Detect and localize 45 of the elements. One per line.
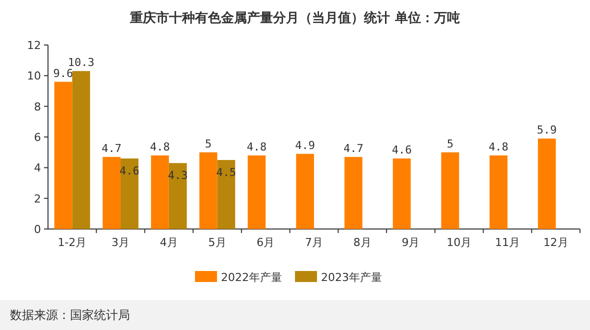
data-label: 4.9: [295, 138, 315, 152]
x-tick-label: 9月: [402, 236, 420, 249]
x-tick-label: 5月: [208, 236, 226, 249]
bar: [392, 158, 411, 229]
bar: [441, 152, 460, 229]
source-note: 数据来源：国家统计局: [10, 308, 130, 322]
y-tick-label: 12: [27, 39, 41, 52]
bar: [151, 155, 169, 229]
x-tick-label: 1-2月: [58, 236, 87, 249]
x-tick-label: 3月: [112, 236, 130, 249]
x-tick-label: 4月: [160, 236, 178, 249]
data-label: 4.8: [246, 140, 267, 154]
x-tick-label: 11月: [494, 236, 520, 249]
chart-title: 重庆市十种有色金属产量分月（当月值）统计 单位：万吨: [129, 10, 460, 26]
data-label: 5.9: [536, 124, 557, 137]
bar: [72, 71, 90, 229]
y-tick-label: 4: [34, 162, 41, 175]
y-tick-label: 2: [34, 192, 41, 206]
legend-label: 2023年产量: [321, 271, 382, 284]
bar: [344, 156, 362, 229]
x-tick-label: 8月: [353, 236, 372, 249]
bar: [248, 155, 266, 229]
bar: [538, 138, 556, 229]
data-label: 4.8: [150, 140, 170, 154]
legend-label: 2022年产量: [221, 271, 282, 284]
data-label: 4.7: [102, 142, 122, 155]
bar: [54, 82, 72, 229]
bar: [296, 154, 314, 229]
x-tick-label: 7月: [305, 236, 323, 249]
bar: [490, 155, 508, 229]
y-tick-label: 8: [34, 100, 41, 114]
x-tick-label: 6月: [256, 236, 275, 249]
data-label: 4.6: [392, 143, 412, 156]
x-tick-label: 12月: [543, 236, 568, 249]
bar: [199, 152, 218, 229]
y-tick-label: 0: [34, 223, 41, 236]
data-label: 5: [446, 137, 454, 150]
data-label: 5: [205, 137, 212, 150]
y-tick-label: 6: [34, 131, 41, 144]
y-tick-label: 10: [27, 70, 41, 83]
data-label: 4.7: [343, 142, 364, 155]
bar: [102, 156, 121, 229]
data-label: 4.8: [488, 140, 508, 154]
data-label: 10.3: [68, 56, 94, 70]
x-tick-label: 10月: [446, 236, 472, 249]
